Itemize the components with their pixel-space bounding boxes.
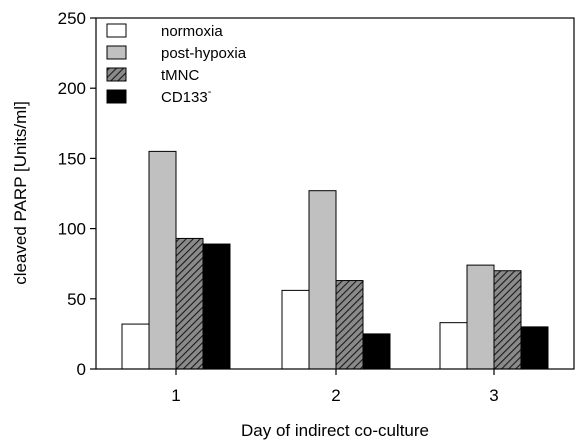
bar-tmnc-day-3 [493, 270, 522, 370]
legend-label-post-hypoxia: post-hypoxia [161, 45, 247, 62]
legend-label-cd133: CD133- [161, 86, 212, 106]
bar-normoxia-day-1 [121, 323, 150, 370]
legend-swatch-post-hypoxia [106, 45, 127, 60]
x-axis-title: Day of indirect co-culture [241, 421, 429, 440]
y-tick-label: 50 [67, 290, 86, 309]
bar-cd133-day-2 [362, 333, 391, 370]
x-tick-label: 1 [171, 386, 180, 405]
bar-tmnc-day-1 [175, 237, 204, 370]
bar-cd133-day-3 [520, 326, 549, 370]
y-tick-label: 0 [77, 360, 86, 379]
bar-post-hypoxia-day-1 [148, 150, 177, 370]
y-tick-label: 150 [58, 149, 86, 168]
bar-post-hypoxia-day-3 [466, 264, 495, 370]
y-tick-label: 250 [58, 9, 86, 28]
legend-swatch-tmnc [106, 67, 127, 82]
x-tick-label: 2 [331, 386, 340, 405]
y-axis-title: cleaved PARP [Units/ml] [11, 101, 30, 285]
legend: normoxia post-hypoxia tMNC CD133- [106, 23, 247, 106]
bars-group [121, 150, 549, 370]
bar-cd133-day-1 [202, 243, 231, 370]
bar-normoxia-day-2 [281, 289, 310, 370]
legend-label-tmnc: tMNC [161, 67, 199, 84]
legend-swatch-cd133 [106, 89, 127, 104]
y-tick-label: 200 [58, 79, 86, 98]
bar-tmnc-day-2 [335, 280, 364, 370]
y-tick-label: 100 [58, 220, 86, 239]
bar-normoxia-day-3 [439, 322, 468, 370]
legend-swatch-normoxia [106, 23, 127, 38]
plot-frame [95, 17, 575, 370]
x-axis: 1 2 3 [171, 369, 499, 405]
x-tick-label: 3 [489, 386, 498, 405]
y-axis: 0 50 100 150 200 250 [58, 9, 96, 379]
legend-label-normoxia: normoxia [161, 23, 223, 40]
bar-post-hypoxia-day-2 [308, 190, 337, 370]
